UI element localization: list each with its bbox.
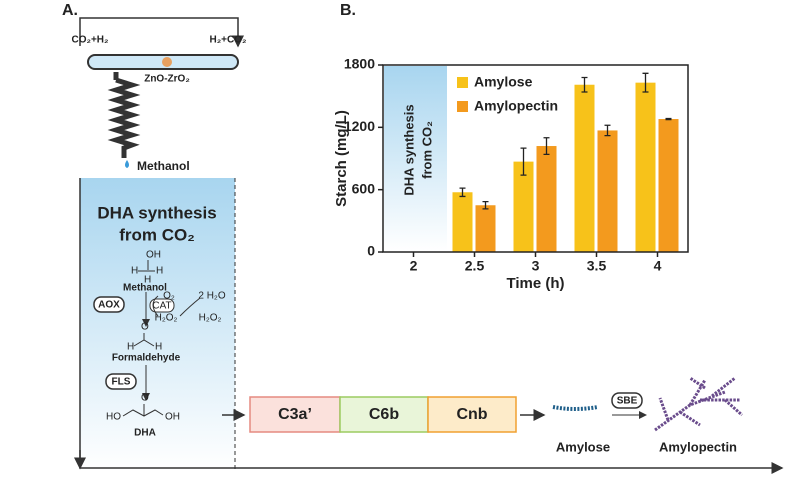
catalyst: ZnO-ZrO₂ xyxy=(144,74,190,85)
x-tick-label: 3.5 xyxy=(587,258,607,274)
y-axis-label: Starch (mg/L) xyxy=(333,110,350,207)
chart: B. DHA synthesis from CO₂ 0 600 1200 1800 Starc… xyxy=(333,2,689,292)
label: H₂O₂ xyxy=(155,313,178,324)
error-bar xyxy=(604,124,611,137)
atom: H xyxy=(155,342,162,353)
module-title: DHA synthesis xyxy=(97,203,216,222)
enzyme: Cnb xyxy=(456,406,487,423)
enzyme-box xyxy=(427,396,517,433)
pill xyxy=(93,296,125,313)
bar xyxy=(635,82,656,253)
label: Amylose xyxy=(556,439,610,454)
label: O₂ xyxy=(163,291,175,302)
x-tick-label: 4 xyxy=(654,258,662,274)
error-bar xyxy=(459,187,466,198)
amylose-chain xyxy=(552,405,599,411)
inset-text: from CO₂ xyxy=(419,121,434,179)
drop xyxy=(125,160,129,168)
inset-text: DHA synthesis xyxy=(401,104,416,195)
label: H₂O₂ xyxy=(199,313,222,324)
x-tick-label: 3 xyxy=(532,258,540,274)
atom: OH xyxy=(146,250,161,261)
bar xyxy=(597,130,618,252)
label: DHA xyxy=(134,428,156,439)
enzyme: CAT xyxy=(152,301,171,312)
enzyme: C3a’ xyxy=(278,406,312,423)
pill xyxy=(105,373,137,390)
error-bar xyxy=(665,117,672,121)
error-bar xyxy=(543,137,550,155)
pill xyxy=(149,298,175,313)
bar xyxy=(574,84,595,252)
y-tick-label: 1800 xyxy=(344,56,375,72)
module-title: from CO₂ xyxy=(119,225,195,244)
panel-label: A. xyxy=(62,2,78,19)
y-tick-label: 600 xyxy=(352,180,376,196)
label: Amylopectin xyxy=(659,439,737,454)
y-tick-label: 0 xyxy=(367,243,375,259)
enzyme-box xyxy=(339,396,429,433)
enzyme: C6b xyxy=(369,406,399,423)
bond xyxy=(133,333,155,347)
arrow xyxy=(152,295,201,317)
bar xyxy=(658,119,679,253)
error-bar xyxy=(520,147,527,176)
legend-label: Amylose xyxy=(474,74,533,90)
enzyme: SBE xyxy=(617,396,638,407)
enzyme: FLS xyxy=(112,377,131,388)
bar xyxy=(452,192,473,252)
atom: O xyxy=(141,393,149,404)
atom: OH xyxy=(165,412,180,423)
legend-swatch xyxy=(457,101,468,112)
label: Methanol xyxy=(123,283,167,294)
error-bar xyxy=(482,200,489,210)
enzyme: AOX xyxy=(98,300,120,311)
legend-label: Amylopectin xyxy=(474,98,558,114)
atom: H xyxy=(127,342,134,353)
enzyme-box xyxy=(249,396,341,433)
atom: H xyxy=(144,275,151,286)
condenser-coil xyxy=(107,72,141,158)
bar xyxy=(475,205,496,252)
legend-swatch xyxy=(457,77,468,88)
bond xyxy=(122,404,164,417)
atom: HO xyxy=(106,412,121,423)
amylopectin-branches xyxy=(654,376,743,432)
label: 2 H₂O xyxy=(198,291,225,302)
x-tick-label: 2.5 xyxy=(465,258,485,274)
atom: H xyxy=(156,266,163,277)
x-tick-label: 2 xyxy=(410,258,418,274)
inlet: CO₂+H₂ xyxy=(72,35,109,46)
bond xyxy=(138,260,155,272)
atom: O xyxy=(141,322,149,333)
error-bar xyxy=(642,72,649,93)
atom: H xyxy=(131,266,138,277)
outlet: H₂+CO₂ xyxy=(210,35,247,46)
catalyst-dot xyxy=(162,57,172,67)
panel-label: B. xyxy=(340,2,356,19)
bar xyxy=(536,146,557,252)
error-bar xyxy=(581,76,588,93)
x-axis-label: Time (h) xyxy=(506,275,564,292)
loop-arrow xyxy=(79,17,244,48)
pill xyxy=(611,392,643,409)
module-box xyxy=(80,178,235,470)
label: Formaldehyde xyxy=(112,353,181,364)
inset-box xyxy=(384,66,447,251)
methanol-product: Methanol xyxy=(137,159,190,173)
y-tick-label: 1200 xyxy=(344,118,375,134)
plot-frame xyxy=(382,64,689,253)
bar xyxy=(513,161,534,252)
